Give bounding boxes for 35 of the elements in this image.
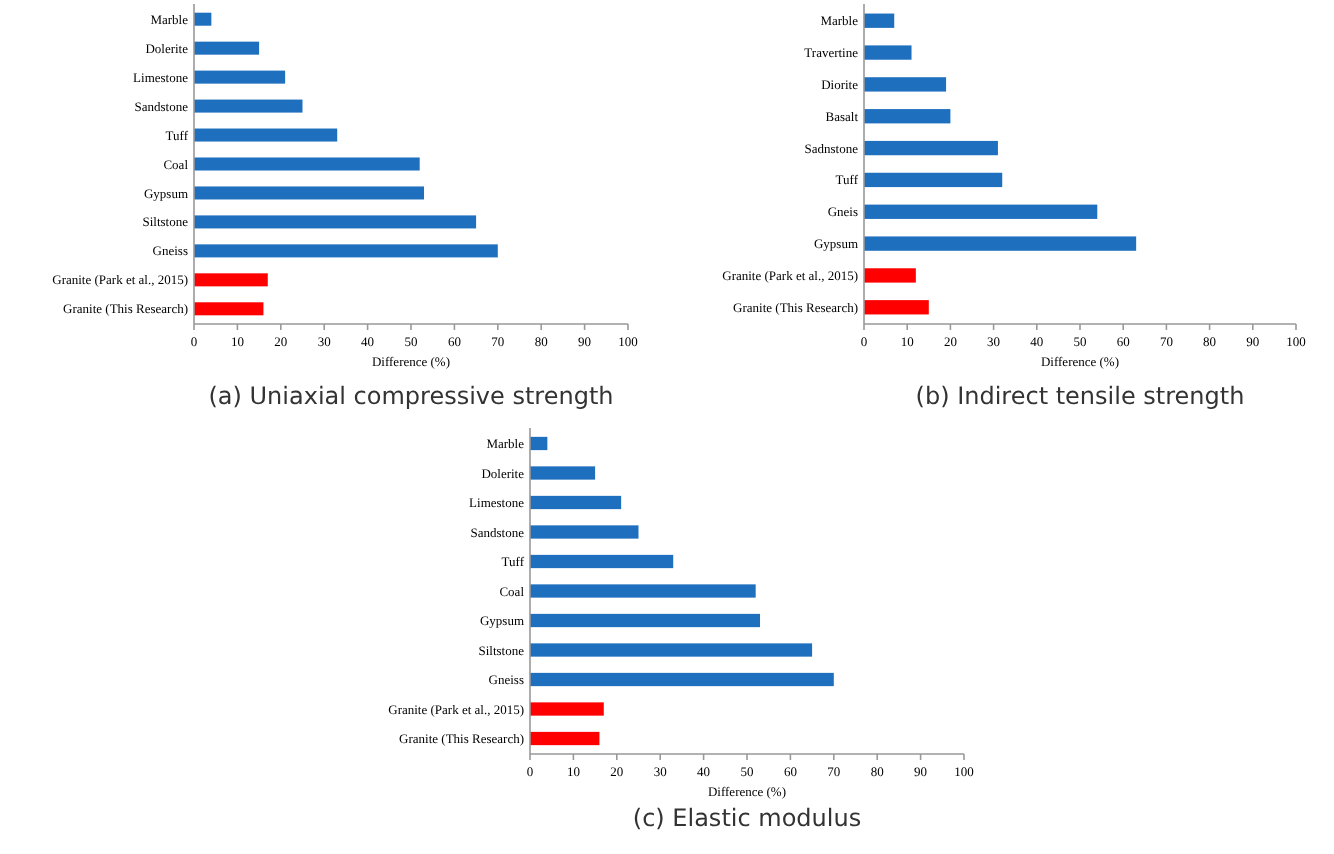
bar bbox=[864, 77, 947, 92]
bar bbox=[194, 302, 264, 316]
bar bbox=[530, 584, 756, 598]
bar bbox=[864, 140, 998, 156]
bar bbox=[194, 41, 260, 55]
bar bbox=[864, 268, 916, 283]
bar bbox=[194, 128, 338, 142]
bar bbox=[194, 157, 420, 171]
bar bbox=[530, 554, 674, 569]
bar bbox=[194, 215, 477, 229]
text: (b) Indirect tensile strength bbox=[915, 382, 1245, 410]
bar bbox=[530, 466, 596, 480]
bar bbox=[530, 613, 761, 628]
bar bbox=[194, 186, 425, 200]
bar bbox=[530, 731, 600, 746]
bar bbox=[864, 45, 912, 60]
bar bbox=[864, 13, 895, 28]
bar bbox=[864, 204, 1098, 219]
text: (a) Uniaxial compressive strength bbox=[208, 382, 614, 410]
bar bbox=[530, 702, 604, 716]
bar bbox=[530, 643, 813, 657]
bar bbox=[194, 70, 286, 84]
bar bbox=[194, 273, 268, 287]
bar bbox=[194, 12, 212, 26]
text: (c) Elastic modulus bbox=[632, 804, 862, 832]
bar bbox=[530, 436, 548, 451]
bar bbox=[194, 99, 303, 113]
bar bbox=[530, 525, 639, 539]
bar bbox=[864, 300, 929, 315]
bar bbox=[530, 672, 834, 687]
bar bbox=[864, 109, 951, 124]
bar bbox=[530, 495, 622, 510]
bar bbox=[864, 236, 1137, 251]
bar bbox=[864, 172, 1003, 188]
bar bbox=[194, 244, 498, 258]
